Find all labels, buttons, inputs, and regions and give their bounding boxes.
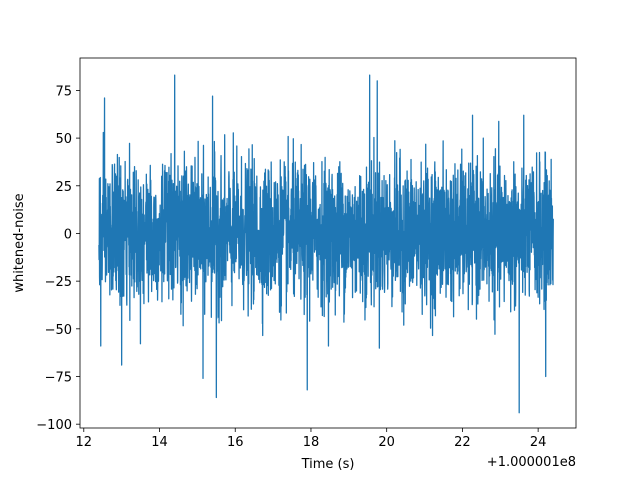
plot-frame — [79, 57, 577, 429]
y-axis: −100 −75 −50 −25 0 25 50 75 — [36, 84, 80, 433]
x-axis-label: Time (s) — [301, 457, 355, 472]
y-tick-label: −100 — [36, 418, 72, 433]
y-tick-label: 75 — [55, 84, 72, 99]
x-tick-label: 24 — [530, 435, 547, 450]
y-tick-label: 0 — [64, 227, 72, 242]
x-tick-label: 20 — [378, 435, 395, 450]
y-tick-label: −50 — [45, 323, 72, 338]
whitened-noise-series — [98, 74, 554, 414]
x-tick-label: 18 — [303, 435, 320, 450]
x-axis: 12 14 16 18 20 22 24 — [76, 428, 547, 450]
y-tick-label: −25 — [45, 275, 72, 290]
x-tick-label: 22 — [454, 435, 471, 450]
y-tick-label: 25 — [55, 180, 72, 195]
y-axis-label: whitened-noise — [12, 193, 27, 292]
x-tick-label: 12 — [76, 435, 93, 450]
x-tick-label: 14 — [151, 435, 168, 450]
y-tick-label: 50 — [55, 132, 72, 147]
x-axis-offset-label: +1.000001e8 — [487, 455, 576, 470]
y-tick-label: −75 — [45, 371, 72, 386]
x-tick-label: 16 — [227, 435, 244, 450]
series-layer — [98, 74, 554, 414]
